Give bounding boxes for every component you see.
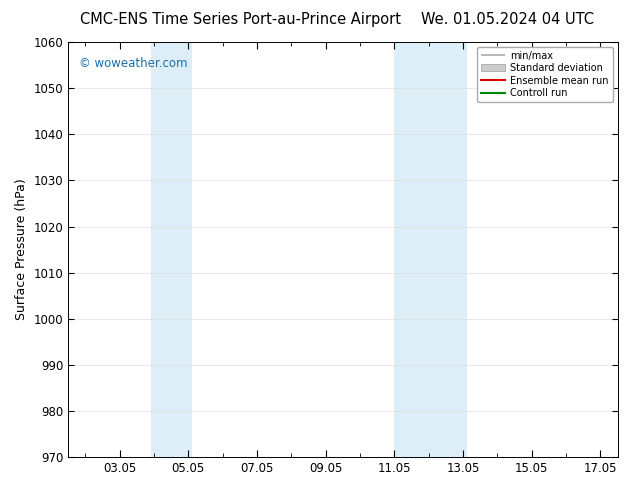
Legend: min/max, Standard deviation, Ensemble mean run, Controll run: min/max, Standard deviation, Ensemble me… xyxy=(477,47,612,102)
Text: © woweather.com: © woweather.com xyxy=(79,56,188,70)
Bar xyxy=(394,42,467,457)
Text: CMC-ENS Time Series Port-au-Prince Airport: CMC-ENS Time Series Port-au-Prince Airpo… xyxy=(81,12,401,27)
Y-axis label: Surface Pressure (hPa): Surface Pressure (hPa) xyxy=(15,179,28,320)
Bar xyxy=(151,42,192,457)
Text: We. 01.05.2024 04 UTC: We. 01.05.2024 04 UTC xyxy=(421,12,593,27)
